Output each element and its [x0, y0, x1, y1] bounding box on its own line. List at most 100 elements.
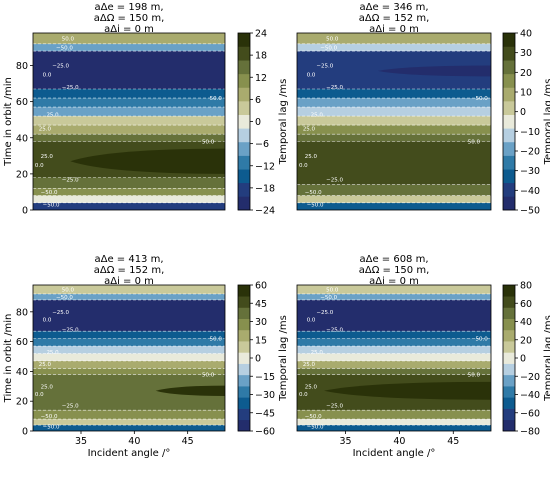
colorbar-swatch	[503, 296, 515, 308]
contour-label: 50.0	[202, 139, 215, 145]
colorbar-label: Temporal lag /ms	[278, 315, 289, 402]
y-tick-label: 0	[22, 427, 28, 438]
band-0	[33, 425, 225, 431]
colorbar-swatch	[238, 408, 250, 421]
colorbar-swatch	[238, 46, 250, 61]
x-tick-label: 35	[339, 436, 351, 447]
contour-label: 0.0	[299, 392, 308, 398]
colorbar-swatch	[238, 101, 250, 115]
colorbar-swatch	[503, 114, 515, 129]
contour-label: 25.0	[39, 362, 52, 368]
colorbar-swatch	[238, 73, 250, 88]
band-10	[33, 299, 225, 332]
band-0	[33, 202, 225, 210]
contour-label: 50.0	[326, 287, 339, 293]
colorbar-label: Temporal lag /ms	[278, 79, 289, 166]
y-tick-label: 20	[16, 397, 28, 408]
colorbar-tick-label: 20	[520, 335, 532, 346]
colorbar-swatch	[503, 46, 515, 61]
colorbar-tick-label: 80	[520, 281, 532, 292]
band-0	[297, 202, 491, 210]
colorbar-tick-label: 40	[520, 317, 532, 328]
contour-label: −25.0	[52, 310, 69, 316]
colorbar-tick-label: 60	[255, 281, 267, 292]
contour-label: 50.0	[62, 287, 75, 293]
panel-1: 50.0−50.0−25.00.0−25.050.025.025.050.025…	[3, 2, 289, 217]
title-line: aΔi = 0 m	[104, 276, 154, 287]
x-axis-label: Incident angle /°	[88, 448, 171, 459]
contour-label: −50.0	[56, 295, 73, 301]
colorbar-swatch	[238, 419, 250, 432]
colorbar-tick-label: 6	[255, 95, 261, 106]
colorbar-swatch	[238, 196, 250, 211]
colorbar-tick-label: −45	[255, 408, 275, 419]
y-tick-label: 0	[22, 206, 28, 217]
band-2	[297, 410, 491, 420]
colorbar-tick-label: −30	[255, 390, 275, 401]
band-8	[33, 107, 225, 117]
colorbar-swatch	[503, 182, 515, 197]
contour-label: 25.0	[303, 127, 316, 133]
title-line: aΔe = 608 m,	[359, 254, 428, 265]
colorbar-swatch	[503, 60, 515, 75]
x-tick-label: 40	[393, 436, 405, 447]
band-11	[297, 43, 491, 52]
colorbar-tick-label: 30	[520, 48, 532, 59]
contour-label: −50.0	[305, 414, 322, 420]
band-7	[297, 346, 491, 354]
y-axis-label: Time in orbit /min	[3, 77, 14, 167]
contour-label: 50.0	[475, 96, 488, 102]
colorbar-swatch	[238, 114, 250, 129]
colorbar-swatch	[503, 408, 515, 421]
colorbar-swatch	[503, 374, 515, 387]
colorbar-swatch	[238, 285, 250, 297]
band-10	[33, 88, 225, 99]
contour-label: −25.0	[316, 64, 333, 70]
colorbar-swatch	[503, 101, 515, 115]
y-tick-label: 60	[16, 97, 28, 108]
contour-label: 0.0	[307, 317, 316, 323]
contour-label: −25.0	[326, 328, 343, 334]
contour-label: 0.0	[307, 73, 316, 79]
title-line: aΔΩ = 152 m,	[94, 265, 165, 276]
colorbar-swatch	[238, 363, 250, 376]
plot-area: 50.0−50.0−25.00.0−25.050.025.025.050.025…	[297, 33, 491, 210]
colorbar-swatch	[503, 397, 515, 409]
plot-area: 50.0−50.0−25.00.0−25.050.025.025.050.025…	[297, 285, 491, 431]
colorbar-tick-label: −60	[255, 427, 275, 438]
colorbar-swatch	[503, 419, 515, 432]
y-tick-label: 20	[16, 169, 28, 180]
contour-label: 25.0	[303, 362, 316, 368]
plot-frame	[296, 284, 492, 432]
title-line: aΔi = 0 m	[369, 24, 419, 35]
colorbar-tick-label: 24	[255, 29, 267, 40]
colorbar-tick-label: −50	[520, 206, 540, 217]
title-line: aΔi = 0 m	[369, 276, 419, 287]
colorbar-swatch	[238, 374, 250, 387]
contour-label: −25.0	[62, 177, 79, 183]
colorbar-swatch	[238, 341, 250, 353]
colorbar-label: Temporal lag /ms	[543, 79, 550, 166]
band-3	[297, 141, 491, 185]
colorbar-tick-label: 45	[255, 299, 267, 310]
contour-label: −50.0	[43, 203, 60, 209]
colorbar-label: Temporal lag /ms	[543, 315, 550, 402]
contour-label: −25.0	[62, 328, 79, 334]
contour-label: 50.0	[326, 36, 339, 42]
y-tick-label: 60	[16, 337, 28, 348]
colorbar-tick-label: −60	[520, 408, 540, 419]
colorbar-swatch	[503, 329, 515, 342]
title-line: aΔΩ = 150 m,	[359, 265, 430, 276]
contour-label: 25.0	[41, 154, 54, 160]
extreme-region	[377, 65, 491, 77]
colorbar-tick-label: −40	[520, 186, 540, 197]
colorbar-tick-label: −80	[520, 427, 540, 438]
colorbar-swatch	[238, 128, 250, 143]
band-8	[297, 338, 491, 347]
contour-label: −50.0	[307, 203, 324, 209]
band-7	[297, 107, 491, 117]
contour-label: −25.0	[326, 404, 343, 410]
colorbar-tick-label: 40	[520, 29, 532, 40]
colorbar: 24 18 12 6 0 −6 −12 −18 −24 Temporal lag /ms	[237, 29, 289, 217]
colorbar-swatch	[503, 169, 515, 184]
